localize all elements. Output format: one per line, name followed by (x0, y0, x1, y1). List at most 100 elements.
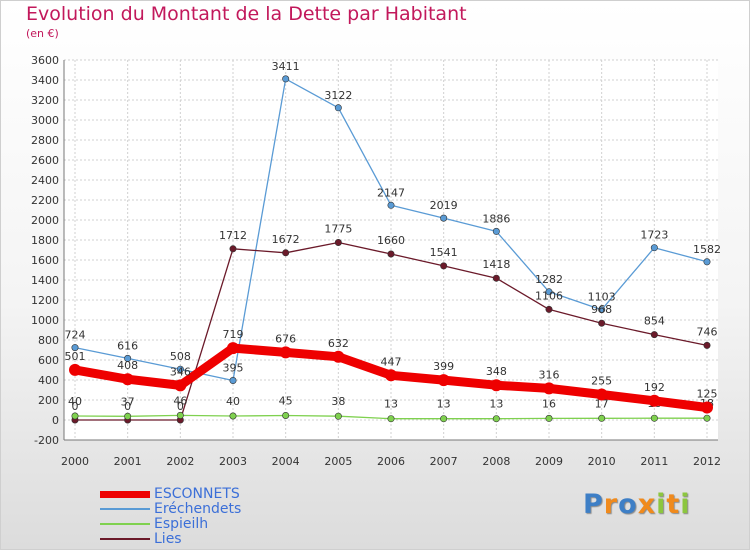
data-point (703, 414, 711, 422)
data-label: 1886 (482, 212, 510, 225)
data-point (121, 373, 134, 386)
data-label: 408 (117, 359, 138, 372)
data-point (648, 394, 661, 407)
data-label: 348 (486, 365, 507, 378)
data-label: 346 (170, 365, 191, 378)
data-point (650, 244, 658, 252)
y-tick-label: 3200 (31, 94, 59, 107)
y-tick-label: 1600 (31, 254, 59, 267)
legend-label: ESCONNETS (154, 486, 240, 502)
y-tick-label: 1800 (31, 234, 59, 247)
data-point (69, 363, 81, 376)
data-label: 3411 (272, 60, 300, 73)
data-label: 2147 (377, 186, 405, 199)
data-point (387, 250, 395, 258)
data-label: 1775 (324, 223, 352, 236)
data-point (387, 201, 395, 209)
data-point (282, 249, 290, 257)
y-tick-label: -200 (34, 434, 59, 447)
data-label: 724 (65, 329, 86, 342)
data-point (124, 354, 132, 362)
y-tick-label: 1200 (31, 294, 59, 307)
data-point (490, 379, 503, 392)
legend-swatch (100, 523, 150, 525)
data-label: 192 (644, 381, 665, 394)
data-label: 316 (539, 368, 560, 381)
data-label: 676 (275, 332, 296, 345)
y-tick-label: 2000 (31, 214, 59, 227)
data-point (334, 239, 342, 247)
data-point (650, 331, 658, 339)
data-label: 854 (644, 315, 665, 328)
data-label: 447 (381, 355, 402, 368)
y-tick-label: 2200 (31, 194, 59, 207)
y-tick-label: 3400 (31, 74, 59, 87)
data-label: 13 (489, 398, 503, 411)
data-point (124, 412, 132, 420)
logo-letter: r (603, 489, 619, 520)
data-label: 746 (697, 325, 718, 338)
data-label: 1282 (535, 273, 563, 286)
data-point (229, 376, 237, 384)
data-label: 395 (223, 362, 244, 375)
data-point (545, 305, 553, 313)
data-label: 46 (173, 394, 187, 407)
chart-title: Evolution du Montant de la Dette par Hab… (26, 3, 467, 25)
data-point (650, 414, 658, 422)
legend-swatch (100, 490, 150, 498)
data-point (492, 227, 500, 235)
data-point (437, 374, 450, 387)
data-label: 255 (591, 375, 612, 388)
data-point (440, 214, 448, 222)
legend-label: Espieilh (154, 516, 209, 532)
data-label: 616 (117, 339, 138, 352)
data-label: 40 (68, 395, 82, 408)
x-tick-label: 2008 (482, 455, 510, 468)
series-er-chendets: 724 616 508 395 3411 3122 2147 2019 1886 1282 1103… (65, 60, 721, 384)
data-label: 508 (170, 350, 191, 363)
y-tick-label: 400 (38, 374, 59, 387)
data-label: 40 (226, 395, 240, 408)
legend-label: Lies (154, 531, 182, 547)
series-esconnets: 501 408 346 719 676 632 447 399 348 316 255 192 125 (65, 328, 718, 414)
data-label: 0 (124, 400, 131, 413)
x-tick-label: 2004 (272, 455, 300, 468)
data-point (71, 412, 79, 420)
data-point (440, 262, 448, 270)
y-tick-label: 1000 (31, 314, 59, 327)
legend-swatch (100, 508, 150, 510)
y-tick-label: 200 (38, 394, 59, 407)
data-point (229, 412, 237, 420)
logo-letter: o (618, 489, 638, 520)
data-label: 38 (331, 395, 345, 408)
y-tick-label: 2600 (31, 154, 59, 167)
y-tick-label: 600 (38, 354, 59, 367)
data-label: 3122 (324, 89, 352, 102)
data-label: 0 (177, 400, 184, 413)
chart-subtitle: (en €) (26, 27, 59, 40)
logo-letter: x (637, 489, 657, 520)
data-label: 37 (121, 395, 135, 408)
data-label: 632 (328, 337, 349, 350)
data-label: 2019 (430, 199, 458, 212)
data-point (492, 415, 500, 423)
series-espieilh: 40374640453813131316171818 (68, 394, 714, 423)
data-point (598, 319, 606, 327)
y-tick-label: 800 (38, 334, 59, 347)
x-tick-label: 2010 (588, 455, 616, 468)
y-tick-label: 2400 (31, 174, 59, 187)
data-label: 1660 (377, 234, 405, 247)
y-tick-label: 1400 (31, 274, 59, 287)
x-tick-label: 2007 (430, 455, 458, 468)
data-label: 501 (65, 350, 86, 363)
data-point (545, 414, 553, 422)
data-label: 399 (433, 360, 454, 373)
data-label: 17 (595, 397, 609, 410)
data-point (176, 365, 184, 373)
x-tick-label: 2009 (535, 455, 563, 468)
data-label: 1418 (482, 258, 510, 271)
legend-label: Eréchendets (154, 501, 242, 517)
data-point (279, 346, 292, 359)
data-point (598, 306, 606, 314)
